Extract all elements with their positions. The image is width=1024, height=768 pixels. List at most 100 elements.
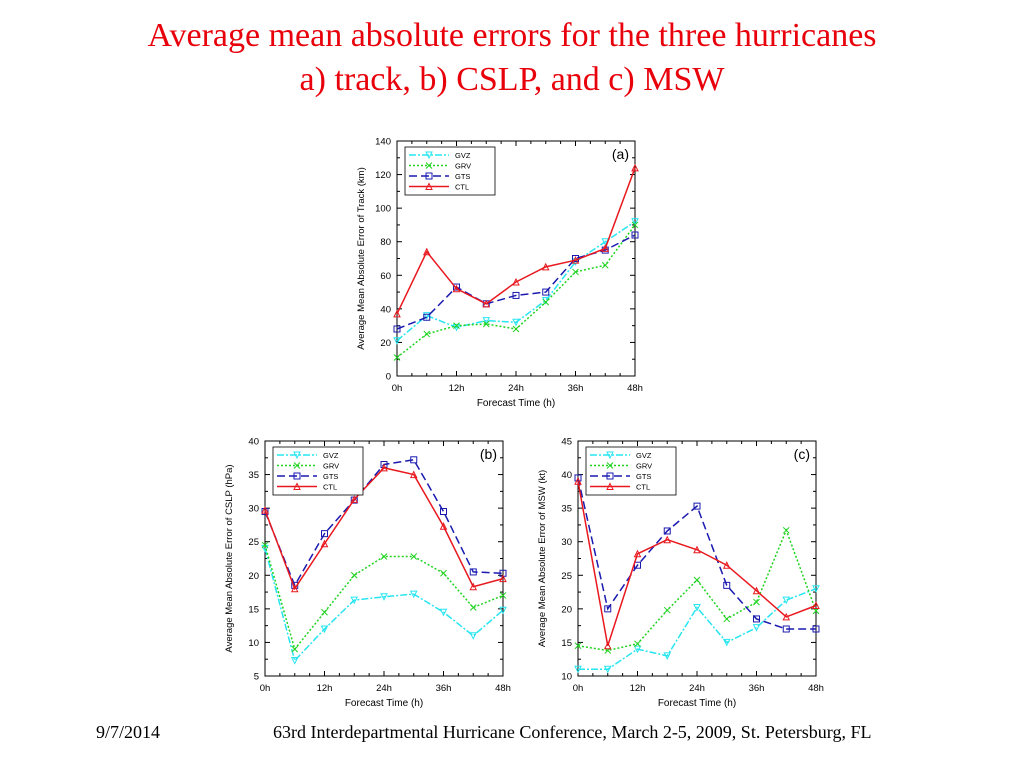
- series-line-gvz: [578, 588, 817, 671]
- data-point-grv: [574, 642, 582, 650]
- data-point-grv: [469, 604, 477, 611]
- legend-marker-grv: [606, 462, 614, 469]
- legend-marker-ctl: [606, 482, 614, 490]
- msw-error-chart: 10 15 20 25 30 35 40 45 0h 12h 24h 36h 48h Forecast T…: [537, 437, 824, 710]
- y-tick-label: 80: [380, 237, 391, 248]
- y-tick-label: 120: [375, 170, 391, 181]
- panel-label: (c): [794, 446, 810, 462]
- data-point-grv: [410, 553, 418, 560]
- data-point-gvz: [482, 317, 491, 325]
- data-point-gvz: [752, 624, 761, 632]
- data-point-gvz: [422, 312, 431, 320]
- data-point-gvz: [603, 665, 612, 674]
- series-gvz: [574, 585, 820, 674]
- data-point-gts: [440, 508, 447, 515]
- x-tick-label: 48h: [627, 383, 643, 394]
- data-point-ctl: [380, 463, 388, 472]
- data-point-gvz: [601, 238, 610, 246]
- data-point-gvz: [722, 638, 731, 647]
- y-tick-label: 20: [561, 604, 572, 615]
- legend-marker-ctl: [293, 482, 301, 490]
- legend-label-gts: GTS: [455, 172, 470, 181]
- data-point-gvz: [631, 218, 639, 226]
- legend-box: [585, 446, 677, 496]
- data-point-gts: [631, 231, 639, 239]
- data-point-grv: [261, 541, 269, 549]
- track-error-chart: 0 20 40 60 80 100 120 140 0h 12h 24h 36h 48h Forecast…: [356, 137, 643, 410]
- y-tick-label: 30: [248, 504, 259, 515]
- legend-marker-ctl: [425, 182, 433, 190]
- data-point-gvz: [409, 590, 418, 599]
- data-point-gvz: [512, 318, 520, 327]
- data-point-grv: [572, 268, 579, 276]
- legend-marker-gvz: [293, 451, 301, 460]
- data-point-gvz: [290, 657, 299, 665]
- series-ctl: [261, 463, 507, 593]
- data-point-ctl: [663, 535, 672, 544]
- data-point-ctl: [812, 601, 820, 609]
- x-tick-label: 36h: [749, 683, 765, 694]
- data-point-grv: [601, 261, 609, 269]
- series-line-gvz: [264, 548, 504, 663]
- data-point-gvz: [812, 585, 820, 593]
- legend-label-gvz: GVZ: [323, 451, 339, 460]
- data-point-ctl: [722, 561, 731, 569]
- y-tick-label: 10: [561, 672, 572, 683]
- panel-label: (b): [480, 446, 497, 462]
- data-point-gts: [512, 291, 520, 299]
- x-axis-label: Forecast Time (h): [658, 698, 736, 709]
- legend-label-ctl: CTL: [323, 483, 337, 492]
- legend-label-grv: GRV: [455, 162, 471, 171]
- data-point-ctl: [633, 549, 642, 558]
- y-tick-label: 25: [561, 571, 572, 582]
- y-tick-label: 15: [561, 638, 572, 649]
- data-point-gts: [663, 527, 671, 535]
- data-point-gts: [542, 288, 550, 296]
- legend-label-grv: GRV: [636, 462, 652, 471]
- legend-label-gts: GTS: [323, 472, 338, 481]
- y-tick-label: 35: [561, 504, 572, 515]
- slide-title-line-2: a) track, b) CSLP, and c) MSW: [299, 61, 725, 98]
- data-point-grv: [350, 571, 358, 579]
- data-point-ctl: [574, 477, 582, 485]
- x-axis-label: Forecast Time (h): [477, 398, 555, 409]
- y-tick-label: 20: [380, 338, 391, 349]
- y-axis-label: Average Mean Absolute Error of Track (km…: [356, 167, 367, 350]
- data-point-gts: [693, 502, 701, 510]
- data-point-grv: [499, 592, 507, 599]
- x-tick-label: 48h: [808, 683, 824, 694]
- data-point-ctl: [631, 163, 639, 172]
- y-tick-label: 40: [561, 470, 572, 481]
- y-tick-label: 35: [248, 470, 259, 481]
- data-point-ctl: [601, 244, 610, 252]
- y-tick-label: 100: [375, 204, 391, 215]
- data-point-grv: [482, 320, 490, 328]
- data-point-grv: [634, 640, 641, 648]
- legend-box: [404, 146, 496, 196]
- data-point-gts: [604, 605, 612, 613]
- y-tick-label: 140: [375, 137, 391, 148]
- legend-label-gts: GTS: [636, 472, 651, 481]
- x-tick-label: 24h: [689, 683, 705, 694]
- footer-conference: 63rd Interdepartmental Hurricane Confere…: [273, 722, 872, 742]
- legend-marker-gts: [606, 472, 614, 480]
- data-point-ctl: [350, 495, 359, 503]
- legend-marker-grv: [293, 462, 301, 469]
- data-point-ctl: [409, 470, 418, 479]
- data-point-grv: [693, 576, 701, 584]
- y-tick-label: 15: [248, 604, 259, 615]
- series-line-ctl: [577, 481, 817, 647]
- data-point-ctl: [439, 522, 448, 530]
- data-point-gvz: [633, 645, 642, 654]
- x-tick-label: 36h: [568, 383, 584, 394]
- x-axis-label: Forecast Time (h): [345, 698, 423, 709]
- panel-label: (a): [612, 146, 629, 162]
- y-axis-label: Average Mean Absolute Error of CSLP (hPa…: [224, 464, 235, 652]
- data-point-grv: [753, 598, 760, 606]
- data-point-ctl: [512, 277, 520, 286]
- data-point-grv: [723, 615, 731, 623]
- x-tick-label: 0h: [260, 683, 271, 694]
- data-point-ctl: [290, 584, 299, 593]
